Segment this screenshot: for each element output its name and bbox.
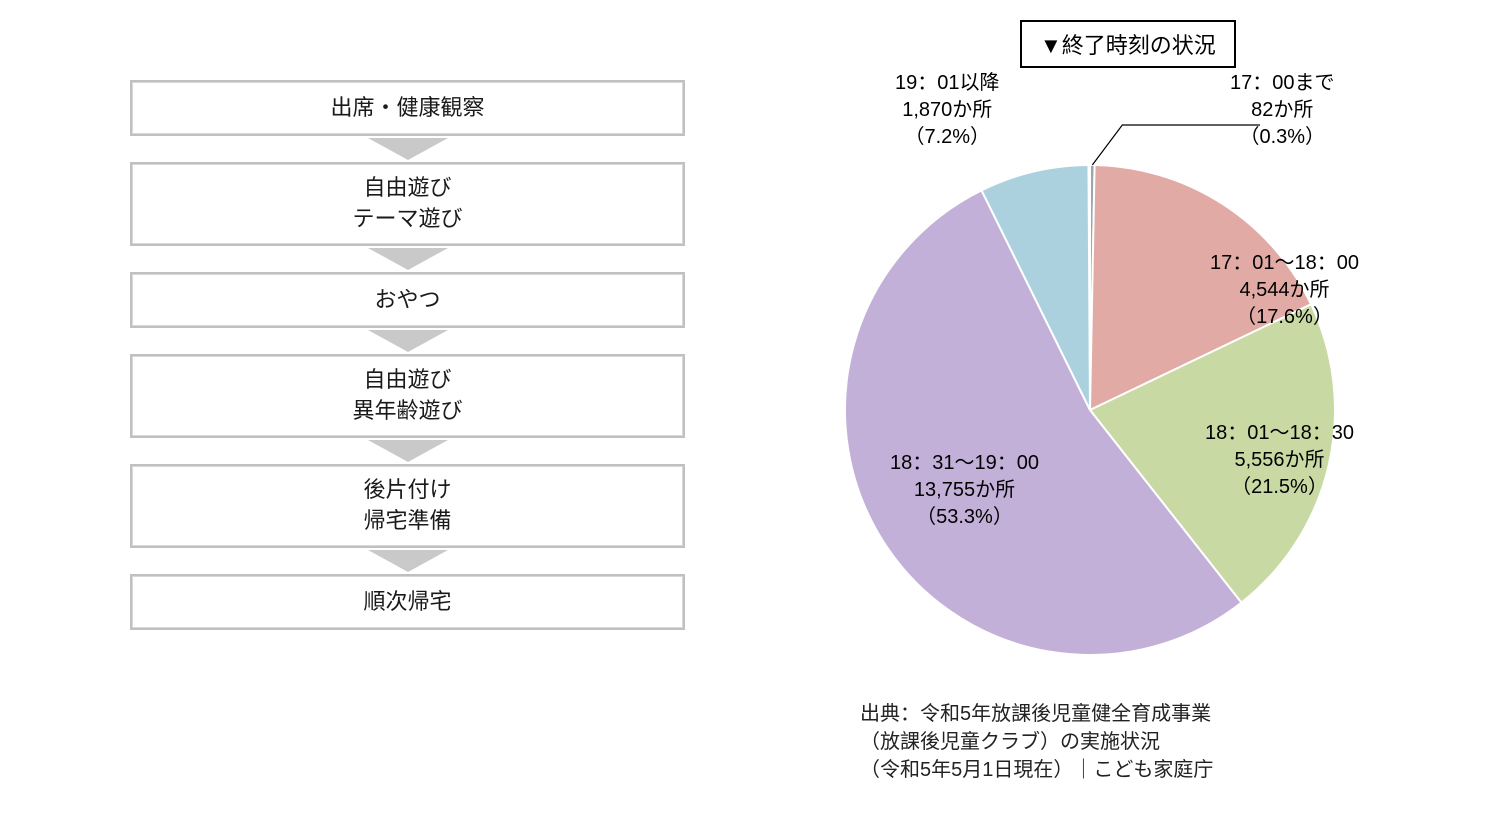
chart-title: ▼終了時刻の状況 bbox=[1020, 20, 1236, 68]
flow-step-line: 出席・健康観察 bbox=[330, 93, 484, 124]
flow-arrow-icon bbox=[368, 440, 448, 462]
flow-step-line: 順次帰宅 bbox=[363, 587, 451, 618]
source-line: （令和5年5月1日現在）｜こども家庭庁 bbox=[860, 756, 1213, 784]
flow-step-line: おやつ bbox=[374, 285, 440, 316]
flowchart-panel: 出席・健康観察自由遊びテーマ遊びおやつ自由遊び異年齢遊び後片付け帰宅準備順次帰宅 bbox=[130, 80, 685, 630]
flow-step: 自由遊びテーマ遊び bbox=[130, 162, 685, 246]
flow-arrow-icon bbox=[368, 138, 448, 160]
flow-step: 出席・健康観察 bbox=[130, 80, 685, 136]
flow-arrow-icon bbox=[368, 550, 448, 572]
source-line: （放課後児童クラブ）の実施状況 bbox=[860, 728, 1213, 756]
flow-arrow-icon bbox=[368, 248, 448, 270]
flow-step-line: 帰宅準備 bbox=[363, 506, 451, 537]
pie-slice-label: 18：31～19：0013,755か所（53.3%） bbox=[890, 450, 1039, 531]
pie-slice-label: 17：01～18：004,544か所（17.6%） bbox=[1210, 250, 1359, 331]
pie-slice-label: 17：00まで82か所（0.3%） bbox=[1230, 70, 1335, 151]
source-citation: 出典：令和5年放課後児童健全育成事業 （放課後児童クラブ）の実施状況 （令和5年… bbox=[860, 700, 1213, 784]
flow-step: おやつ bbox=[130, 272, 685, 328]
pie-slice-label: 19：01以降1,870か所（7.2%） bbox=[895, 70, 1000, 151]
flow-step: 自由遊び異年齢遊び bbox=[130, 354, 685, 438]
flow-arrow-icon bbox=[368, 330, 448, 352]
source-line: 出典：令和5年放課後児童健全育成事業 bbox=[860, 700, 1213, 728]
flowchart: 出席・健康観察自由遊びテーマ遊びおやつ自由遊び異年齢遊び後片付け帰宅準備順次帰宅 bbox=[130, 80, 685, 630]
flow-step-line: 後片付け bbox=[363, 475, 451, 506]
pie-chart: 17：00まで82か所（0.3%）17：01～18：004,544か所（17.6… bbox=[810, 130, 1370, 690]
pie-slice-label: 18：01～18：305,556か所（21.5%） bbox=[1205, 420, 1354, 501]
flow-step-line: テーマ遊び bbox=[352, 204, 462, 235]
flow-step-line: 自由遊び bbox=[363, 173, 451, 204]
flow-step-line: 自由遊び bbox=[363, 365, 451, 396]
flow-step-line: 異年齢遊び bbox=[352, 396, 462, 427]
flow-step: 順次帰宅 bbox=[130, 574, 685, 630]
flow-step: 後片付け帰宅準備 bbox=[130, 464, 685, 548]
